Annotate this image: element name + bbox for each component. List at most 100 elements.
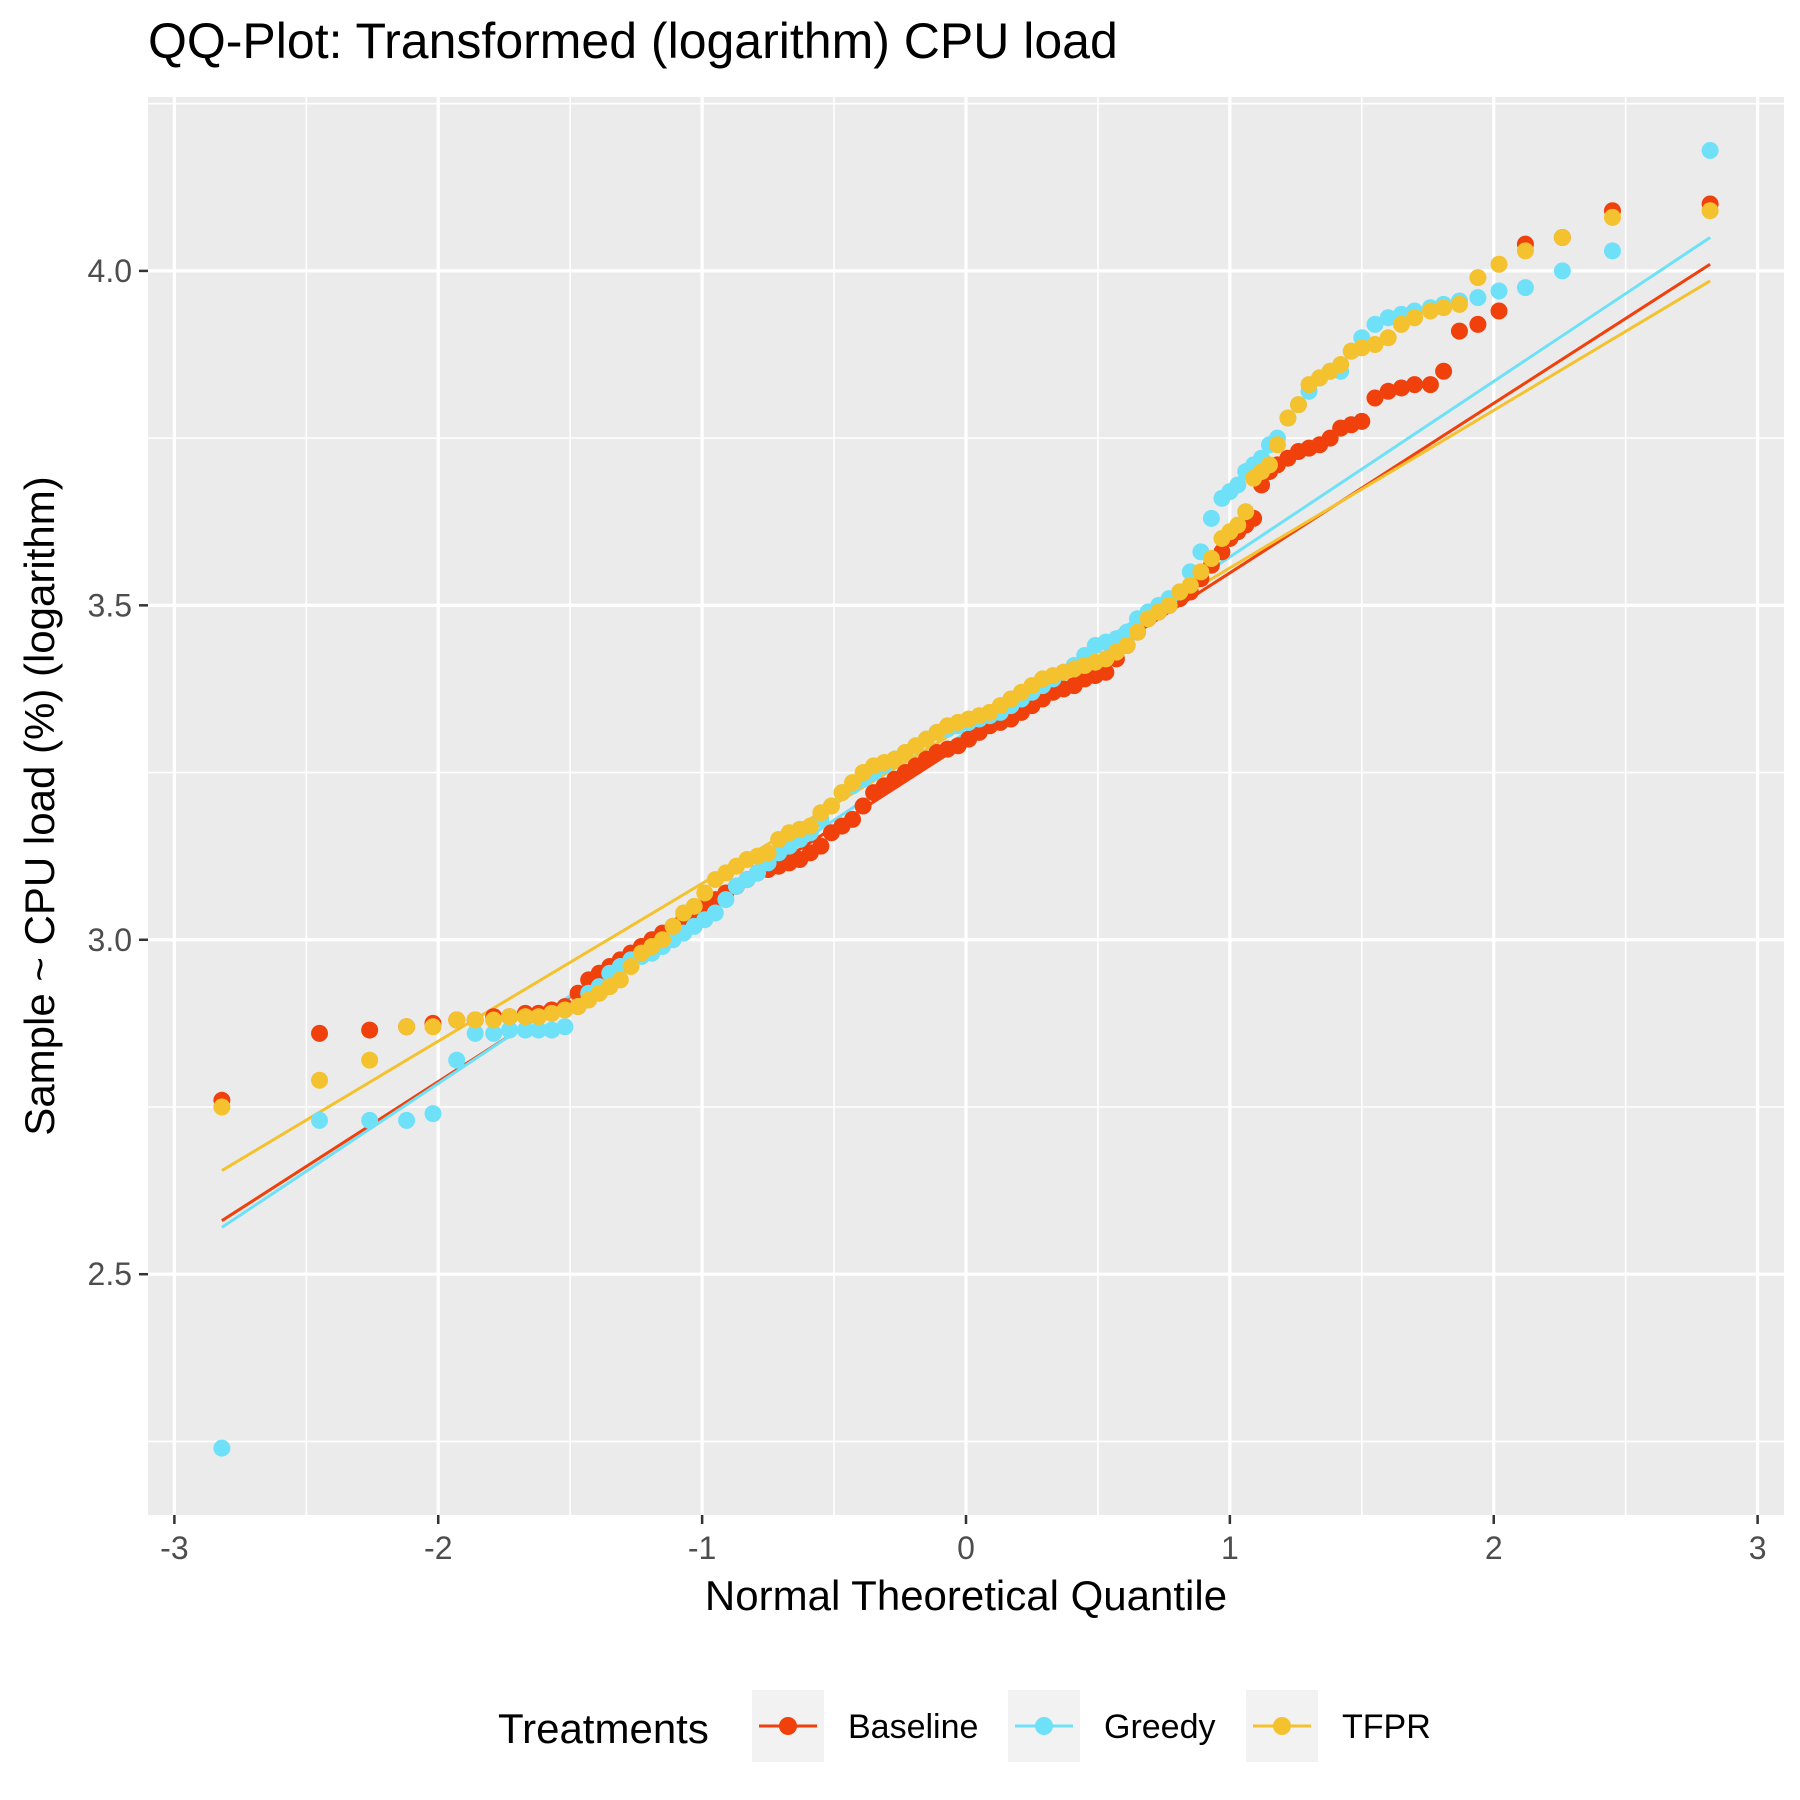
point-tfpr — [844, 774, 862, 792]
grid-lines — [148, 97, 1784, 1515]
point-tfpr — [448, 1011, 466, 1029]
point-tfpr — [833, 784, 851, 802]
point-greedy — [361, 1111, 379, 1129]
point-tfpr — [213, 1098, 231, 1116]
point-baseline — [1321, 429, 1339, 447]
point-greedy — [1469, 289, 1487, 307]
point-greedy — [311, 1111, 329, 1129]
point-baseline — [1421, 376, 1439, 394]
point-tfpr — [311, 1071, 329, 1089]
point-baseline — [1490, 302, 1508, 320]
point-tfpr — [759, 844, 777, 862]
point-tfpr — [1490, 255, 1508, 273]
point-greedy — [1603, 242, 1621, 260]
legend-key-point — [779, 1717, 797, 1735]
point-tfpr — [611, 971, 629, 989]
point-greedy — [1490, 282, 1508, 300]
point-tfpr — [1701, 202, 1719, 220]
y-tick-label: 3.0 — [88, 922, 132, 958]
x-tick-label: -2 — [424, 1530, 452, 1566]
point-tfpr — [664, 917, 682, 935]
point-baseline — [854, 797, 872, 815]
point-greedy — [717, 891, 735, 909]
point-greedy — [706, 904, 724, 922]
point-greedy — [749, 864, 767, 882]
point-tfpr — [501, 1008, 519, 1026]
point-baseline — [844, 810, 862, 828]
point-tfpr — [685, 897, 703, 915]
point-tfpr — [1353, 339, 1371, 357]
point-tfpr — [1181, 576, 1199, 594]
point-baseline — [1353, 412, 1371, 430]
point-greedy — [448, 1051, 466, 1069]
x-axis-title: Normal Theoretical Quantile — [705, 1572, 1227, 1619]
point-greedy — [398, 1111, 416, 1129]
point-tfpr — [1192, 563, 1210, 581]
point-baseline — [812, 837, 830, 855]
x-tick-label: 2 — [1485, 1530, 1503, 1566]
legend-item-tfpr: TFPR — [1246, 1690, 1431, 1762]
x-tick-label: 0 — [957, 1530, 975, 1566]
legend-label: Baseline — [848, 1708, 978, 1746]
point-tfpr — [1160, 596, 1178, 614]
legend-label: Greedy — [1104, 1708, 1216, 1746]
point-tfpr — [1553, 228, 1571, 246]
point-greedy — [1701, 142, 1719, 160]
y-tick-label: 4.0 — [88, 253, 132, 289]
point-tfpr — [543, 1004, 561, 1022]
point-greedy — [424, 1105, 442, 1123]
chart-title: QQ-Plot: Transformed (logarithm) CPU loa… — [148, 13, 1118, 69]
point-greedy — [485, 1024, 503, 1042]
point-tfpr — [556, 1001, 574, 1019]
point-tfpr — [622, 958, 640, 976]
point-tfpr — [1516, 242, 1534, 260]
point-baseline — [1366, 389, 1384, 407]
legend-key-point — [1035, 1717, 1053, 1735]
point-tfpr — [485, 1011, 503, 1029]
point-greedy — [1516, 279, 1534, 297]
point-tfpr — [1392, 315, 1410, 333]
point-greedy — [1202, 509, 1220, 527]
point-baseline — [1450, 322, 1468, 340]
x-tick-label: -3 — [160, 1530, 188, 1566]
point-tfpr — [1202, 550, 1220, 568]
point-greedy — [516, 1021, 534, 1039]
point-tfpr — [1279, 409, 1297, 427]
point-tfpr — [1450, 295, 1468, 313]
point-greedy — [1379, 309, 1397, 327]
point-tfpr — [1268, 436, 1286, 454]
point-tfpr — [530, 1008, 548, 1026]
point-greedy — [543, 1021, 561, 1039]
point-baseline — [311, 1024, 329, 1042]
point-tfpr — [822, 797, 840, 815]
legend-label: TFPR — [1342, 1708, 1431, 1746]
point-tfpr — [1366, 335, 1384, 353]
point-tfpr — [1260, 456, 1278, 474]
point-baseline — [1435, 362, 1453, 380]
point-tfpr — [1603, 208, 1621, 226]
legend-item-baseline: Baseline — [752, 1690, 978, 1762]
point-greedy — [1366, 315, 1384, 333]
legend-key-point — [1273, 1717, 1291, 1735]
point-tfpr — [424, 1018, 442, 1036]
series-tfpr — [213, 202, 1719, 1116]
point-baseline — [361, 1021, 379, 1039]
legend-title: Treatments — [498, 1705, 709, 1752]
point-tfpr — [801, 817, 819, 835]
data-points — [213, 142, 1719, 1457]
point-greedy — [530, 1021, 548, 1039]
point-tfpr — [1406, 309, 1424, 327]
point-tfpr — [1237, 503, 1255, 521]
point-greedy — [1553, 262, 1571, 280]
point-tfpr — [696, 884, 714, 902]
point-tfpr — [1129, 623, 1147, 641]
point-baseline — [1406, 376, 1424, 394]
point-tfpr — [1379, 329, 1397, 347]
x-tick-label: 3 — [1749, 1530, 1767, 1566]
point-tfpr — [361, 1051, 379, 1069]
point-greedy — [213, 1439, 231, 1457]
point-tfpr — [398, 1018, 416, 1036]
y-tick-label: 2.5 — [88, 1256, 132, 1292]
x-tick-label: 1 — [1221, 1530, 1239, 1566]
point-tfpr — [654, 931, 672, 949]
